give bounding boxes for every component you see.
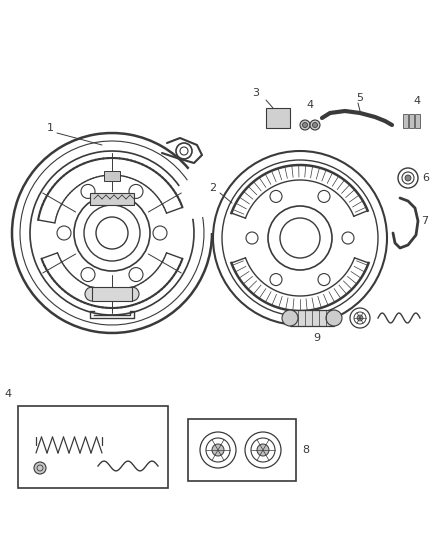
Text: 6: 6 (423, 173, 430, 183)
Text: 5: 5 (357, 93, 364, 103)
Bar (104, 171, 120, 181)
Bar (188, 419, 296, 481)
Bar (415, 114, 420, 128)
Text: 4: 4 (413, 96, 420, 106)
Text: 4: 4 (307, 100, 314, 110)
Bar (409, 114, 414, 128)
Circle shape (272, 112, 284, 124)
Bar (403, 114, 408, 128)
Text: 7: 7 (421, 216, 428, 226)
Circle shape (85, 287, 99, 301)
Bar (290, 310, 334, 326)
Text: 1: 1 (46, 123, 53, 133)
Text: 9: 9 (314, 333, 321, 343)
Circle shape (282, 310, 298, 326)
Bar (92, 287, 132, 301)
Circle shape (326, 310, 342, 326)
Circle shape (257, 444, 269, 456)
Text: 3: 3 (252, 88, 259, 98)
Bar (18, 406, 168, 488)
Text: 4: 4 (4, 389, 11, 399)
Circle shape (300, 120, 310, 130)
Circle shape (405, 175, 411, 181)
Bar (266, 108, 290, 128)
Circle shape (34, 462, 46, 474)
Circle shape (310, 120, 320, 130)
Circle shape (312, 123, 318, 127)
Circle shape (212, 444, 224, 456)
Text: 8: 8 (302, 445, 310, 455)
Circle shape (303, 123, 307, 127)
Bar (90, 193, 134, 205)
Circle shape (357, 315, 363, 321)
Text: 2: 2 (209, 183, 216, 193)
Circle shape (125, 287, 139, 301)
